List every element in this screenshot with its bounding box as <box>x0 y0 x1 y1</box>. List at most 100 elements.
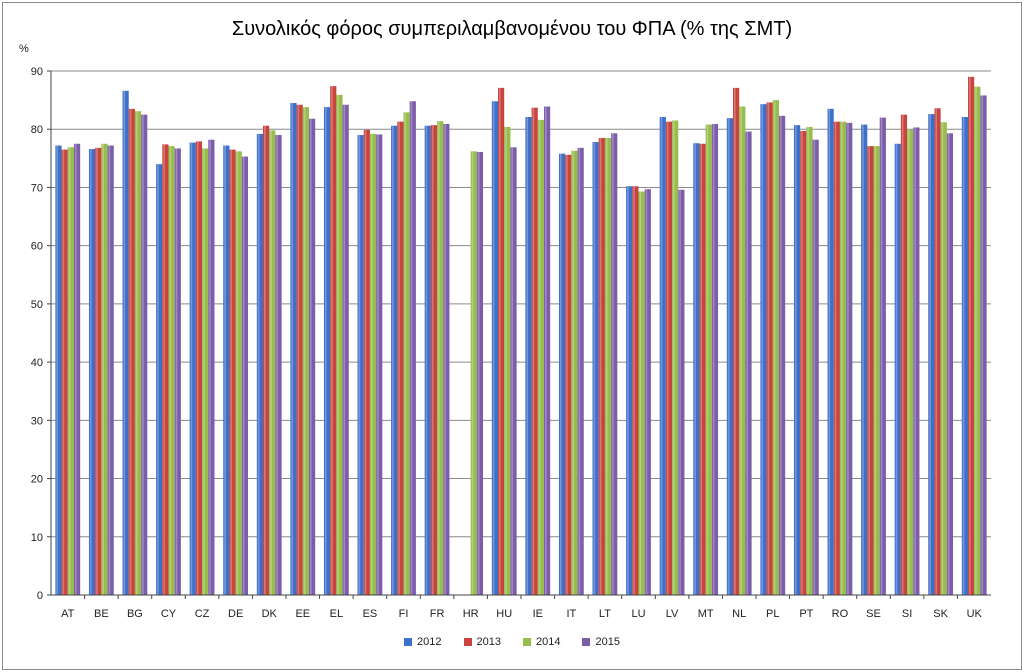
bar-body <box>95 147 102 595</box>
bar-highlight <box>270 130 272 596</box>
bar <box>491 101 499 595</box>
bar <box>141 114 148 596</box>
bar <box>269 130 276 596</box>
y-tick-label: 80 <box>31 124 43 136</box>
bar-highlight <box>196 141 199 595</box>
bar <box>302 107 309 595</box>
bar <box>879 117 886 596</box>
bar-highlight <box>981 95 984 595</box>
bar-body <box>745 131 752 595</box>
bar-body <box>128 108 135 595</box>
y-tick-label: 0 <box>37 590 43 602</box>
bar-body <box>235 151 242 595</box>
bar <box>156 164 163 595</box>
x-tick-label: UK <box>967 608 983 620</box>
bar <box>766 102 773 595</box>
bar-highlight <box>404 112 407 596</box>
bar-body <box>598 137 605 595</box>
legend-item: 2014 <box>523 636 560 648</box>
bar-highlight <box>660 116 663 596</box>
bar-body <box>241 156 249 595</box>
bar-body <box>913 127 920 595</box>
bar-highlight <box>236 151 239 595</box>
bar <box>806 126 813 595</box>
bar-body <box>592 142 599 595</box>
bar-highlight <box>975 86 977 595</box>
bar-highlight <box>505 126 507 595</box>
bar <box>336 94 343 596</box>
bar-body <box>391 125 398 596</box>
bar <box>470 151 477 595</box>
x-tick-label: PT <box>799 608 813 620</box>
x-tick-label: LT <box>599 608 611 620</box>
bar-highlight <box>880 117 883 596</box>
bar <box>263 125 270 596</box>
bar-highlight <box>264 125 266 596</box>
bar-body <box>308 118 316 596</box>
bar-highlight <box>108 145 111 595</box>
bar-highlight <box>438 121 440 596</box>
bar-body <box>376 134 383 595</box>
bar <box>134 111 142 595</box>
bar <box>168 146 175 595</box>
bar-highlight <box>605 137 608 595</box>
bar-body <box>168 146 175 595</box>
bar <box>122 90 129 595</box>
x-tick-label: BG <box>127 608 143 620</box>
bar-highlight <box>364 129 367 595</box>
y-tick-label: 30 <box>31 415 43 427</box>
bar <box>733 87 740 595</box>
bars <box>55 76 987 596</box>
bar <box>498 87 505 595</box>
bar <box>638 191 645 595</box>
bar-body <box>369 133 377 595</box>
bar-body <box>565 154 572 595</box>
bar-highlight <box>203 148 205 596</box>
x-tick-label: PL <box>766 608 779 620</box>
bar-highlight <box>706 124 709 595</box>
x-axis-ticks: AT BE BG CY CZ DE DK EE EL ES FI FR HR HU IE IT LT LU LV MT… <box>61 595 983 620</box>
bar <box>128 108 135 595</box>
bar-highlight <box>941 122 944 595</box>
bar <box>525 116 532 596</box>
legend-swatch <box>523 638 531 646</box>
y-axis-unit: % <box>19 43 29 55</box>
bar-body <box>577 147 584 595</box>
bar-body <box>705 124 712 595</box>
bar-body <box>806 126 813 595</box>
bar-highlight <box>532 107 535 596</box>
bar-body <box>510 147 517 595</box>
bar-body <box>693 143 700 595</box>
bar-highlight <box>309 118 312 596</box>
bar-body <box>443 123 450 595</box>
bar-body <box>604 137 612 595</box>
bar <box>67 147 74 595</box>
bar-highlight <box>209 139 211 596</box>
bar <box>833 121 840 596</box>
bar <box>726 118 734 595</box>
bar-body <box>296 104 303 595</box>
bar <box>189 142 196 595</box>
bar-highlight <box>276 135 279 596</box>
bar <box>961 116 969 596</box>
bar <box>577 147 584 595</box>
bar-body <box>470 151 477 595</box>
bar <box>604 137 612 595</box>
bar <box>174 148 181 596</box>
legend: 2012 2013 2014 2015 <box>0 636 1024 648</box>
bar-body <box>644 189 651 596</box>
bar-body <box>778 115 786 595</box>
bar <box>812 139 819 596</box>
bar <box>928 114 935 595</box>
bar <box>705 124 712 595</box>
bar <box>760 104 767 595</box>
bar <box>900 114 908 596</box>
x-tick-label: LU <box>631 608 645 620</box>
bar-highlight <box>142 114 144 596</box>
bar-body <box>766 102 773 595</box>
bar-body <box>101 143 108 595</box>
bar-body <box>88 149 96 596</box>
bar <box>611 133 618 595</box>
x-tick-label: SK <box>933 608 948 620</box>
bar <box>229 149 236 595</box>
